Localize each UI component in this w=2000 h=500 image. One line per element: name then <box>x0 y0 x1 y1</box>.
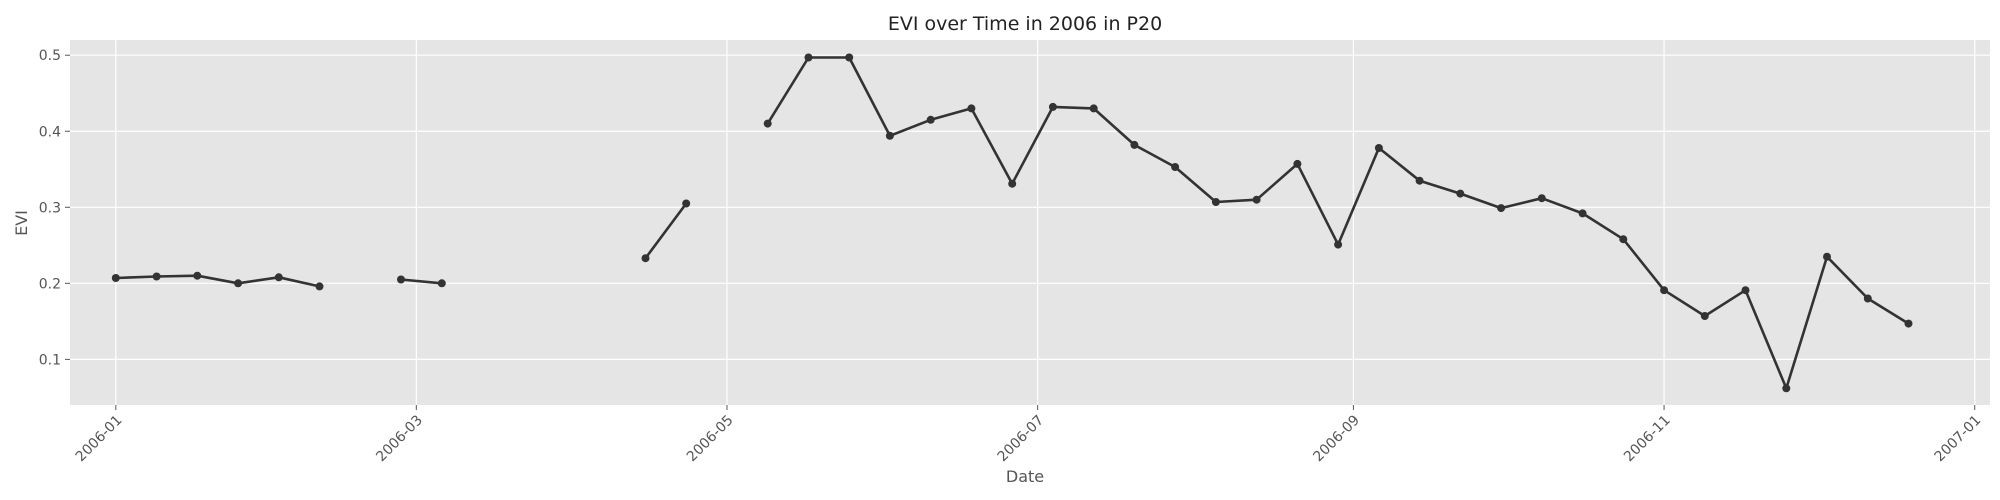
data-point <box>885 131 894 140</box>
x-tick-label: 2006-11 <box>1621 412 1674 465</box>
data-point <box>234 279 243 288</box>
data-point <box>1171 163 1180 171</box>
data-point <box>1130 140 1139 149</box>
data-point <box>397 275 405 284</box>
data-point <box>682 199 691 208</box>
data-point <box>1700 312 1709 320</box>
chart-title: EVI over Time in 2006 in P20 <box>888 13 1162 35</box>
series-line-segment <box>114 274 321 288</box>
data-point <box>1293 159 1302 168</box>
data-point <box>1578 209 1587 218</box>
x-tick-label: 2006-07 <box>995 412 1048 465</box>
x-tick-label: 2007-01 <box>1932 412 1985 465</box>
data-point <box>1619 235 1628 244</box>
data-point <box>763 119 772 128</box>
x-tick-label: 2006-01 <box>73 412 126 465</box>
series-line-segment <box>644 202 688 260</box>
x-tick-label: 2006-09 <box>1310 412 1363 465</box>
data-point <box>1456 189 1465 198</box>
data-point <box>152 272 161 281</box>
y-tick-label: 0.4 <box>39 124 61 140</box>
data-point <box>804 53 813 62</box>
data-point <box>1008 179 1017 188</box>
y-tick-label: 0.3 <box>39 200 61 216</box>
data-point <box>1415 176 1424 185</box>
data-point <box>926 115 935 124</box>
data-point <box>1048 102 1057 111</box>
data-point <box>1211 198 1220 206</box>
x-axis-label: Date <box>1006 467 1044 486</box>
data-point <box>1537 194 1546 203</box>
data-point <box>1823 252 1831 261</box>
data-point <box>315 282 324 291</box>
data-point <box>1741 286 1750 295</box>
data-point <box>845 53 854 62</box>
y-tick-label: 0.5 <box>39 48 61 64</box>
data-point <box>1660 286 1669 295</box>
data-point <box>1252 195 1261 204</box>
data-point <box>111 274 120 282</box>
data-point <box>1374 144 1383 152</box>
plot-area <box>70 40 1990 405</box>
data-point <box>1089 104 1098 113</box>
data-point <box>1782 384 1791 393</box>
data-point <box>437 279 446 288</box>
data-point <box>1497 204 1506 213</box>
x-tick-label: 2006-05 <box>684 412 737 465</box>
series-line-segment <box>399 278 444 285</box>
data-point <box>274 273 283 282</box>
data-point <box>1904 319 1913 328</box>
y-axis-label: EVI <box>12 210 31 236</box>
x-tick-label: 2006-03 <box>373 412 426 465</box>
data-points <box>111 53 1913 393</box>
data-point <box>193 271 202 280</box>
y-tick-label: 0.1 <box>39 352 61 368</box>
data-point <box>1863 294 1872 303</box>
data-point <box>1334 240 1343 249</box>
data-point <box>641 254 650 263</box>
data-point <box>967 104 976 113</box>
grid <box>70 40 1990 405</box>
y-tick-label: 0.2 <box>39 276 61 292</box>
